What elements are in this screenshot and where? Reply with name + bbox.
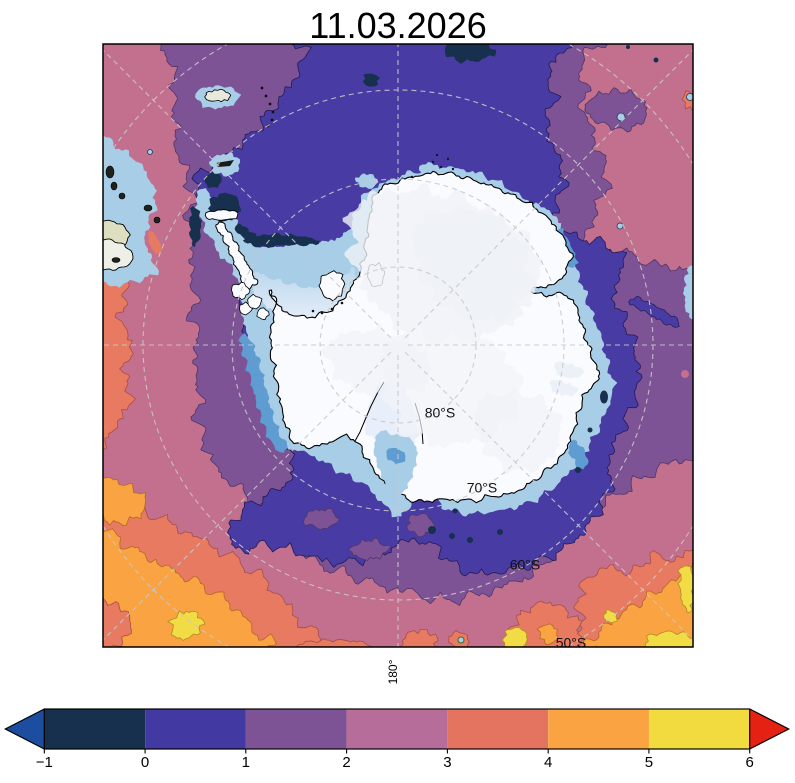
svg-text:1: 1 — [242, 754, 250, 771]
svg-text:80°S: 80°S — [425, 405, 456, 421]
svg-text:6: 6 — [746, 754, 754, 771]
svg-text:−1: −1 — [36, 754, 53, 771]
svg-text:2: 2 — [342, 754, 350, 771]
svg-text:60°S: 60°S — [510, 557, 541, 573]
svg-text:0: 0 — [141, 754, 149, 771]
svg-text:4: 4 — [544, 754, 552, 771]
svg-text:3: 3 — [443, 754, 451, 771]
svg-text:70°S: 70°S — [467, 480, 498, 496]
svg-text:5: 5 — [645, 754, 653, 771]
svg-text:11.03.2026: 11.03.2026 — [309, 5, 487, 46]
svg-text:50°S: 50°S — [556, 635, 587, 651]
svg-text:180°: 180° — [386, 659, 400, 684]
